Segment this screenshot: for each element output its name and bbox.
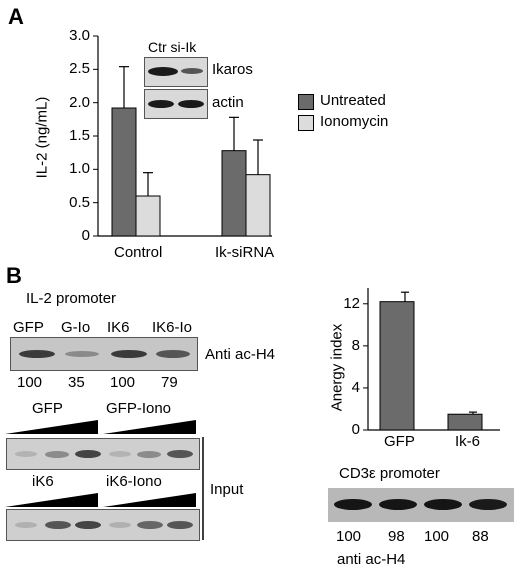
ac-h4-antibody-label: Anti ac-H4 (205, 346, 276, 363)
cd3-promoter-title: CD3ε promoter (339, 465, 440, 482)
input-label-ik6-iono: iK6-Iono (106, 473, 162, 490)
gel-band (15, 522, 37, 528)
panel-a-label: A (8, 4, 24, 29)
legend-swatch-untreated (298, 94, 314, 110)
chip-value-2: 35 (68, 374, 85, 391)
bar-ionomycin (135, 195, 161, 237)
panel-b-label: B (6, 263, 22, 288)
y-tick-label: 3.0 (69, 27, 90, 44)
input-label-gfp-iono: GFP-Iono (106, 400, 172, 417)
gradient-wedge (103, 493, 196, 507)
chip-value-4: 79 (161, 374, 178, 391)
lane-label-gfp: GFP (13, 319, 44, 336)
y-tick-label: 0 (81, 227, 90, 244)
cd3-value-2: 98 (388, 528, 405, 545)
input-label-ik6: iK6 (32, 473, 54, 490)
ac-h4-chip-gel (10, 337, 198, 371)
gel-band (75, 521, 101, 529)
gel-band (75, 450, 101, 458)
chip-value-3: 100 (110, 374, 136, 391)
y-tick-label: 2.0 (69, 93, 90, 111)
lane-label-g-io: G-Io (61, 319, 91, 336)
anergy-x-label-ik6: Ik-6 (455, 433, 481, 450)
anergy-bar-gfp (379, 301, 415, 431)
input-gel-row-2 (6, 509, 200, 541)
gel-band (334, 499, 372, 510)
gradient-wedge (5, 493, 98, 507)
gel-band (167, 450, 193, 458)
gel-band (379, 499, 417, 510)
x-tick-label-ik-sirna: Ik-siRNA (215, 244, 275, 261)
gel-band (45, 451, 69, 458)
gel-band (109, 522, 131, 528)
gel-band (19, 350, 55, 358)
legend-label-ionomycin: Ionomycin (320, 113, 389, 130)
cd3-antibody-label: anti ac-H4 (337, 551, 406, 568)
y-tick-label: 1.0 (69, 160, 90, 178)
anergy-y-tick-label: 4 (351, 378, 360, 396)
blot-band (178, 100, 204, 108)
cd3-chip-gel (328, 488, 514, 522)
cd3-value-3: 100 (424, 528, 450, 545)
chip-value-1: 100 (17, 374, 43, 391)
inset-actin-blot (144, 89, 208, 119)
gel-band (469, 499, 507, 510)
gradient-wedge (5, 420, 98, 434)
gel-band (137, 451, 161, 458)
gel-band (15, 451, 37, 457)
bar-untreated (221, 150, 247, 237)
lane-label-ik6-io: IK6-Io (152, 319, 193, 336)
inset-header: Ctr si-Ik (148, 39, 197, 55)
cd3-value-4: 88 (472, 528, 489, 545)
legend-label-untreated: Untreated (320, 92, 386, 109)
lane-label-ik6: IK6 (107, 319, 130, 336)
gel-band (137, 521, 163, 529)
anergy-bar-ik-6 (447, 413, 483, 431)
inset-actin-label: actin (212, 94, 244, 111)
anergy-y-tick-label: 0 (351, 421, 360, 438)
blot-band (148, 67, 178, 76)
bar-ionomycin (245, 174, 271, 237)
legend-swatch-ionomycin (298, 115, 314, 131)
cd3-value-1: 100 (336, 528, 362, 545)
y-tick-label: 1.5 (69, 127, 90, 144)
blot-band (148, 100, 174, 108)
gel-band (167, 521, 193, 529)
il2-promoter-title: IL-2 promoter (26, 290, 117, 307)
gel-band (156, 350, 190, 358)
gel-band (109, 451, 131, 457)
gel-band (45, 521, 71, 529)
gradient-wedge (103, 420, 196, 434)
input-label: Input (210, 481, 244, 498)
x-tick-label-control: Control (114, 244, 163, 261)
anergy-x-label-gfp: GFP (384, 433, 415, 450)
gel-band (424, 499, 462, 510)
y-tick-label: 0.5 (69, 193, 90, 211)
gel-band (111, 350, 147, 358)
anergy-y-tick-label: 8 (351, 336, 360, 354)
inset-ikaros-label: Ikaros (212, 61, 253, 78)
blot-band (181, 68, 203, 74)
y-tick-label: 2.5 (69, 60, 90, 78)
inset-ikaros-blot (144, 57, 208, 87)
input-label-gfp: GFP (32, 400, 63, 417)
input-gel-row-1 (6, 438, 200, 470)
gel-band (65, 351, 99, 357)
anergy-y-tick-label: 12 (343, 294, 360, 312)
